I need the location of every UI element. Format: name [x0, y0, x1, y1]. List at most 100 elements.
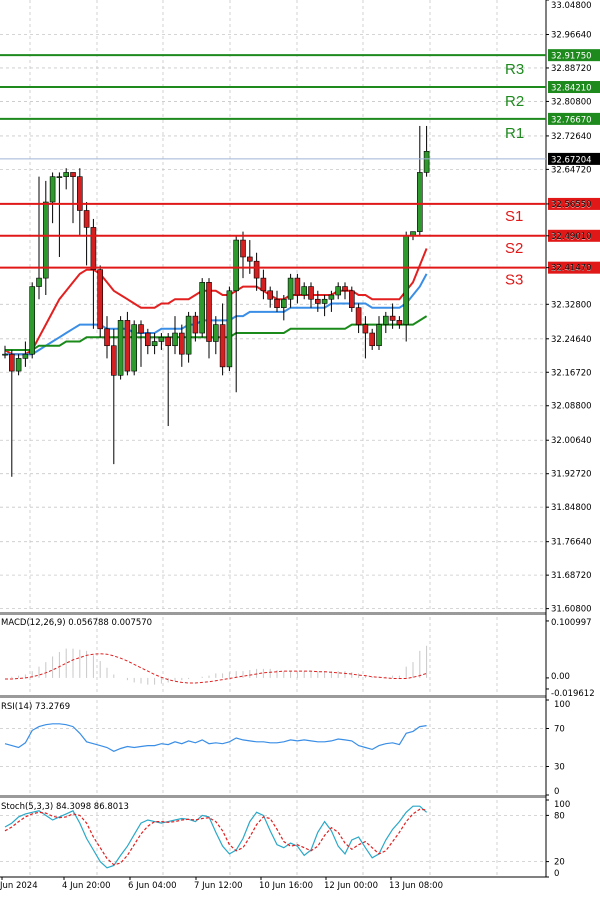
bearish-candle-body	[274, 298, 280, 308]
bearish-candle-body	[389, 315, 396, 321]
bearish-candle-body	[294, 277, 301, 296]
pivot-level-value: 32.84210	[551, 84, 592, 94]
bearish-candle-body	[308, 286, 314, 300]
candle	[192, 311, 199, 342]
pivot-level-label: S1	[505, 208, 523, 225]
macd-title: MACD(12,26,9) 0.056788 0.007570	[1, 618, 152, 628]
bearish-candle-body	[90, 227, 97, 270]
bullish-candle-body	[199, 282, 205, 334]
bullish-candle-body	[213, 324, 219, 342]
stoch-tick-label: 0	[554, 869, 559, 879]
bullish-candle-body	[158, 336, 165, 342]
bullish-candle-body	[56, 176, 63, 178]
bullish-candle-body	[185, 315, 192, 355]
bearish-candle-body	[206, 282, 212, 342]
time-tick-label: 13 Jun 08:00	[389, 881, 443, 891]
bullish-candle-body	[423, 151, 430, 173]
rsi-title: RSI(14) 73.2769	[1, 702, 70, 712]
pivot-level-badge	[548, 229, 600, 242]
candle	[287, 273, 294, 308]
bearish-candle-body	[362, 324, 369, 334]
pivot-level-value: 32.56550	[551, 200, 592, 210]
bullish-candle-body	[36, 277, 42, 287]
candle	[240, 231, 246, 279]
bullish-candle-body	[233, 239, 239, 292]
candle	[63, 168, 70, 190]
candle	[267, 286, 274, 308]
rsi-panel-separator	[0, 695, 546, 698]
bullish-candle-body	[335, 286, 342, 296]
candle	[42, 180, 49, 296]
candle	[29, 282, 36, 359]
candle	[348, 286, 355, 312]
bullish-candle-body	[328, 294, 335, 300]
pivot-level-value: 32.49010	[551, 232, 592, 242]
candle	[56, 172, 63, 257]
candle	[9, 349, 15, 477]
candle	[369, 328, 376, 350]
price-tick-label: 32.64720	[551, 165, 592, 175]
bearish-candle-body	[77, 176, 83, 211]
price-tick-label: 32.88720	[551, 64, 592, 74]
stoch-tick-label: 100	[554, 800, 570, 810]
candle	[2, 345, 8, 359]
bearish-candle-body	[138, 324, 144, 334]
pivot-level-label: S2	[505, 240, 523, 257]
bullish-candle-body	[287, 277, 294, 300]
price-tick-label: 32.00640	[551, 436, 592, 446]
bearish-candle-body	[342, 286, 348, 292]
bearish-candle-body	[192, 315, 199, 334]
candle	[117, 316, 124, 380]
candle	[36, 176, 42, 300]
candle	[70, 172, 76, 224]
bearish-candle-body	[145, 332, 151, 347]
pivot-level-badge	[548, 81, 600, 94]
price-tick-label: 32.80800	[551, 97, 592, 107]
candle	[362, 316, 369, 359]
candle	[165, 333, 171, 427]
current-price-value: 32.67204	[551, 155, 592, 165]
pivot-level-value: 32.41470	[551, 264, 592, 274]
candle	[206, 278, 212, 359]
candle	[342, 282, 348, 300]
bearish-candle-body	[165, 336, 171, 347]
stoch-title: Stoch(5,3,3) 84.3098 86.8013	[1, 802, 129, 812]
price-tick-label: 31.92720	[551, 470, 592, 480]
price-tick-label: 32.49010	[551, 232, 592, 242]
price-tick-label: 32.32800	[551, 300, 592, 310]
bullish-candle-body	[376, 324, 382, 347]
stoch-signal-line	[4, 808, 427, 866]
rsi-line	[4, 723, 427, 752]
bearish-candle-body	[104, 328, 110, 347]
current-price-badge	[548, 152, 600, 165]
price-tick-label: 32.72640	[551, 132, 592, 142]
pivot-level-label: S3	[505, 272, 523, 289]
bullish-candle-body	[22, 353, 29, 359]
bullish-candle-body	[416, 172, 423, 232]
price-tick-label: 31.60800	[551, 605, 592, 615]
price-tick-label: 32.96640	[551, 30, 592, 40]
candle	[376, 316, 382, 350]
macd-tick-label: 0.00	[551, 672, 570, 682]
candle	[389, 303, 396, 329]
bearish-candle-body	[348, 290, 355, 308]
bullish-candle-body	[226, 290, 233, 368]
bearish-candle-body	[369, 332, 376, 347]
candle	[382, 311, 389, 334]
bullish-candle-body	[63, 172, 70, 177]
candle	[158, 333, 165, 350]
candle	[280, 295, 287, 321]
pivot-level-badge	[548, 49, 600, 62]
candle	[138, 320, 144, 367]
price-tick-label: 32.41470	[551, 264, 592, 274]
candle	[185, 311, 192, 363]
candle	[260, 269, 267, 300]
candle	[131, 320, 137, 376]
bearish-candle-body	[240, 239, 246, 258]
bearish-candle-body	[111, 345, 117, 376]
bullish-candle-body	[403, 235, 410, 325]
candle	[15, 354, 22, 376]
price-tick-label: 32.56550	[551, 200, 592, 210]
